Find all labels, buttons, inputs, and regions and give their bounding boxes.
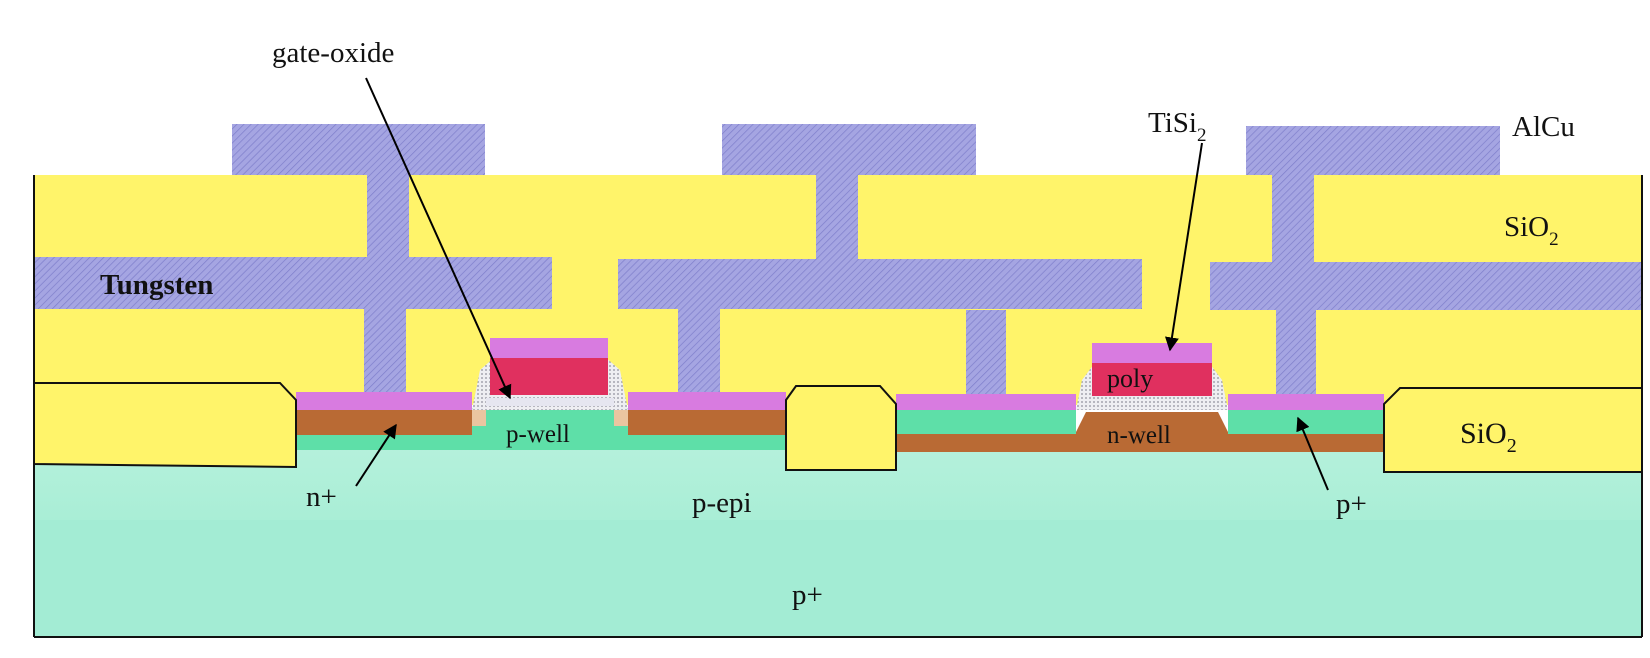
- sio2-top-label-main: SiO: [1504, 211, 1549, 243]
- p-plus-source: [896, 408, 1076, 434]
- n-plus-drain: [628, 408, 786, 435]
- gate-oxide-label: gate-oxide: [272, 37, 394, 69]
- p-well-label: p-well: [506, 421, 570, 448]
- n-plus-source: [296, 408, 472, 435]
- tisi2-label-main: TiSi: [1148, 107, 1197, 139]
- tisi2-label: TiSi2: [1148, 107, 1206, 146]
- n-well-label: n-well: [1107, 422, 1171, 449]
- tisi2-p-drain: [1228, 394, 1384, 410]
- p-plus-drain: [1228, 408, 1384, 434]
- n-well-base: [896, 432, 1384, 452]
- p-plus-substrate: [34, 515, 1642, 637]
- tisi2-label-sub: 2: [1197, 125, 1207, 146]
- nmos-tisi2-gate: [490, 338, 608, 358]
- n-plus-label: n+: [306, 481, 337, 513]
- pmos-tisi2-gate: [1092, 343, 1212, 363]
- field-oxide-middle: [785, 385, 897, 471]
- nmos-gate-oxide: [486, 398, 614, 406]
- sio2-top-label-sub: 2: [1549, 229, 1559, 250]
- field-oxide-right: [1383, 387, 1643, 473]
- ldd-left: [472, 410, 486, 426]
- gate-oxide-arrow: [365, 77, 512, 400]
- ldd-right: [614, 410, 628, 426]
- sio2-right-label: SiO2: [1460, 417, 1517, 457]
- p-plus-substrate-label: p+: [792, 579, 823, 611]
- tisi2-n-drain: [628, 392, 786, 410]
- sio2-top-label: SiO2: [1504, 211, 1559, 250]
- tisi2-p-source: [896, 394, 1076, 410]
- poly-label: poly: [1107, 364, 1153, 393]
- sio2-right-label-main: SiO: [1460, 417, 1507, 450]
- n-plus-arrow: [355, 423, 397, 487]
- tungsten-label: Tungsten: [100, 269, 213, 301]
- tisi2-n-source: [296, 392, 472, 410]
- field-oxide-left: [33, 382, 297, 469]
- nmos-poly-gate: [490, 357, 608, 395]
- p-plus-arrow: [1296, 416, 1329, 491]
- alcu-metal: [232, 124, 1500, 175]
- alcu-label: AlCu: [1512, 111, 1575, 143]
- pmos-poly-gate: [1092, 362, 1212, 396]
- n-well: [1076, 412, 1228, 432]
- p-plus-right-label: p+: [1336, 488, 1367, 520]
- tisi2-arrow: [1165, 142, 1203, 352]
- sio2-right-label-sub: 2: [1507, 435, 1517, 457]
- p-well: [472, 408, 628, 450]
- p-epi-label: p-epi: [692, 487, 752, 519]
